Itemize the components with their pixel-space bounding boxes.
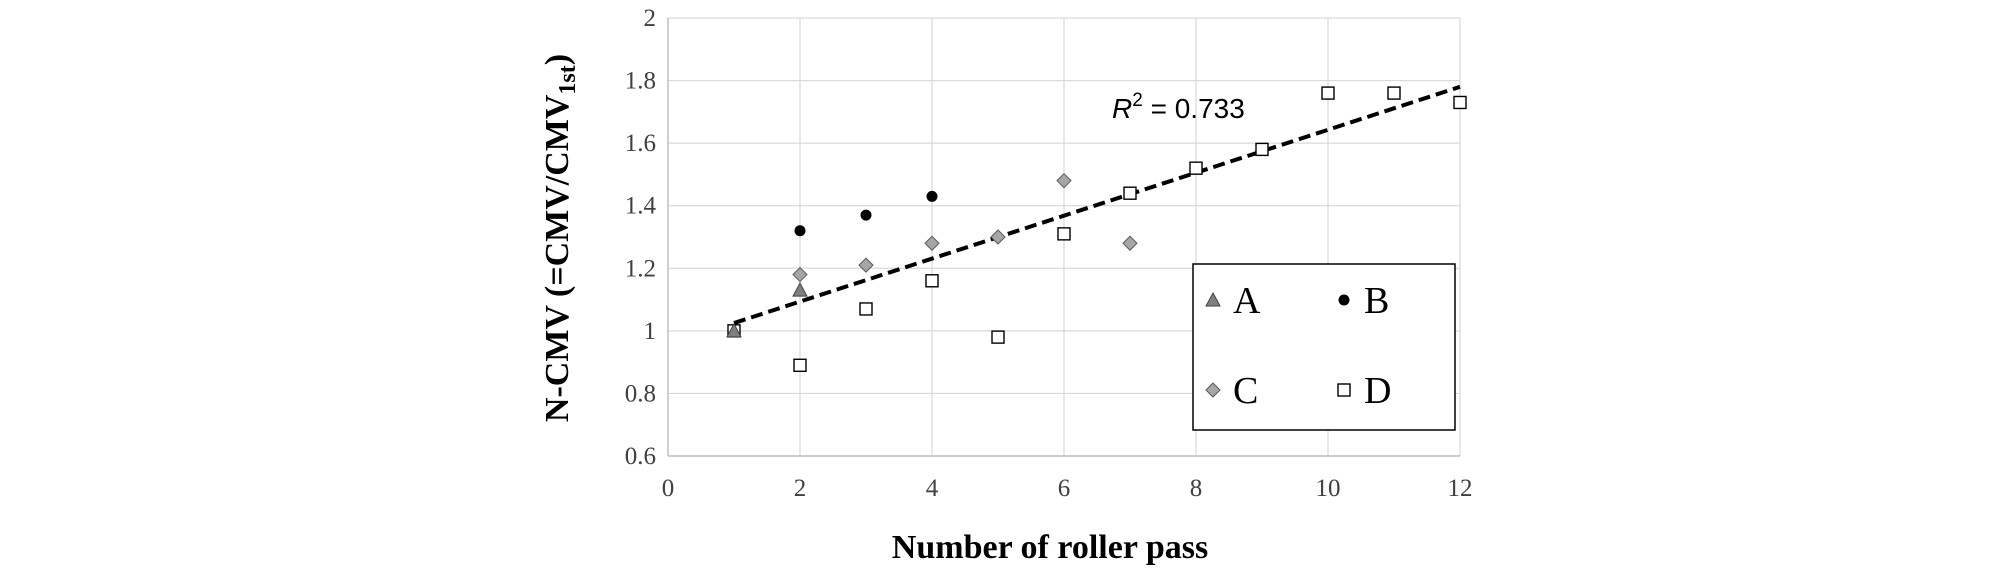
legend-label-c: C: [1233, 370, 1258, 412]
point-series-a: [792, 282, 808, 297]
legend-marker-d: [1337, 383, 1351, 397]
x-tick-label: 2: [794, 475, 807, 502]
point-series-d: [1453, 95, 1467, 110]
point-series-c: [792, 266, 808, 283]
point-series-d: [1189, 161, 1203, 175]
y-tick-label: 1: [644, 318, 657, 345]
y-tick-label: 2: [644, 5, 657, 32]
y-tick-label: 1.6: [625, 130, 656, 157]
trendline: [733, 84, 1461, 325]
point-series-b: [926, 190, 938, 202]
legend-marker-b: [1338, 294, 1350, 306]
point-series-d: [1123, 186, 1137, 200]
y-tick-label: 0.6: [625, 443, 656, 470]
point-series-d: [1057, 227, 1071, 241]
x-tick-label: 4: [926, 475, 939, 502]
point-series-d: [925, 274, 939, 288]
legend-marker-a: [1205, 291, 1221, 307]
axes: [667, 18, 1460, 457]
y-tick-label: 1.4: [625, 193, 657, 220]
point-series-c: [1056, 172, 1072, 189]
y-tick-label: 1.8: [625, 68, 656, 95]
point-series-d: [859, 302, 873, 316]
point-series-c: [990, 229, 1006, 245]
point-series-d: [1255, 142, 1269, 157]
y-axis-title: N-CMV (=CMV/CMV1st): [539, 54, 581, 422]
point-series-d: [793, 358, 807, 372]
point-series-d: [1387, 86, 1401, 100]
point-series-c: [924, 235, 940, 251]
tick-labels: 0.6 0.8 1 1.2 1.4 1.6 1.8 2 0 2 4 6 8 10 12: [625, 5, 1473, 502]
legend-box: [1192, 263, 1456, 431]
data-points: [726, 86, 1467, 372]
legend-marker-c: [1205, 382, 1221, 398]
point-series-c: [1122, 235, 1138, 251]
point-series-b: [794, 225, 806, 237]
trendline-dashed: [733, 84, 1461, 325]
x-tick-label: 10: [1316, 475, 1341, 502]
legend-label-a: A: [1233, 280, 1261, 322]
point-series-d: [1321, 86, 1335, 100]
x-tick-label: 0: [662, 475, 675, 502]
y-tick-label: 1.2: [625, 255, 656, 282]
y-tick-label: 0.8: [625, 380, 656, 407]
x-axis-title: Number of roller pass: [892, 529, 1208, 566]
legend: A B C D: [1192, 263, 1456, 431]
x-tick-label: 6: [1058, 475, 1071, 502]
legend-label-b: B: [1364, 280, 1389, 322]
point-series-d: [991, 330, 1005, 344]
point-series-b: [860, 209, 872, 221]
point-series-c: [858, 257, 874, 273]
x-tick-label: 8: [1190, 475, 1203, 502]
legend-label-d: D: [1364, 370, 1391, 412]
point-series-a: [726, 322, 742, 338]
r-squared-annotation: R2 = 0.733: [1112, 90, 1245, 124]
x-tick-label: 12: [1448, 475, 1473, 502]
